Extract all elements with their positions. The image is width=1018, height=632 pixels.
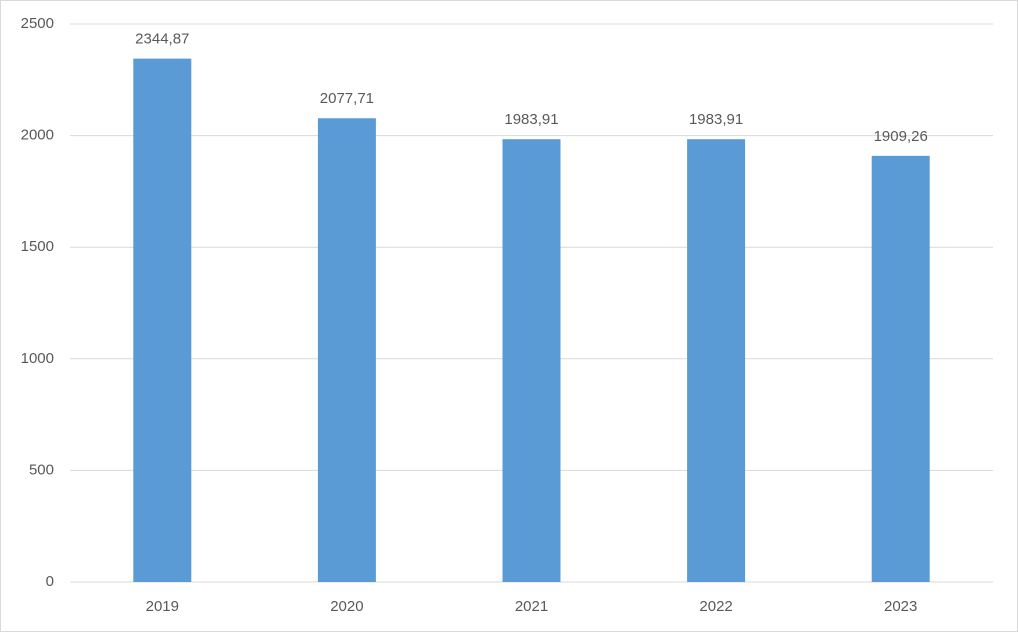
y-tick-label: 2000 [21,127,54,144]
x-tick-label: 2022 [699,598,732,615]
bar [687,139,746,582]
y-tick-label: 0 [46,573,54,590]
y-tick-label: 1500 [21,238,54,255]
bar [871,155,930,583]
y-tick-label: 2500 [21,15,54,32]
value-label: 1909,26 [874,128,928,145]
value-label: 1983,91 [504,111,558,128]
value-label: 2344,87 [135,31,189,48]
y-tick-label: 1000 [21,350,54,367]
y-tick-label: 500 [29,461,54,478]
value-label: 1983,91 [689,111,743,128]
x-tick-label: 2019 [146,598,179,615]
x-tick-label: 2023 [884,598,917,615]
bar [133,58,192,583]
x-tick-label: 2020 [330,598,363,615]
x-tick-label: 2021 [515,598,548,615]
bar [502,139,561,582]
value-label: 2077,71 [320,90,374,107]
bar [317,118,376,582]
